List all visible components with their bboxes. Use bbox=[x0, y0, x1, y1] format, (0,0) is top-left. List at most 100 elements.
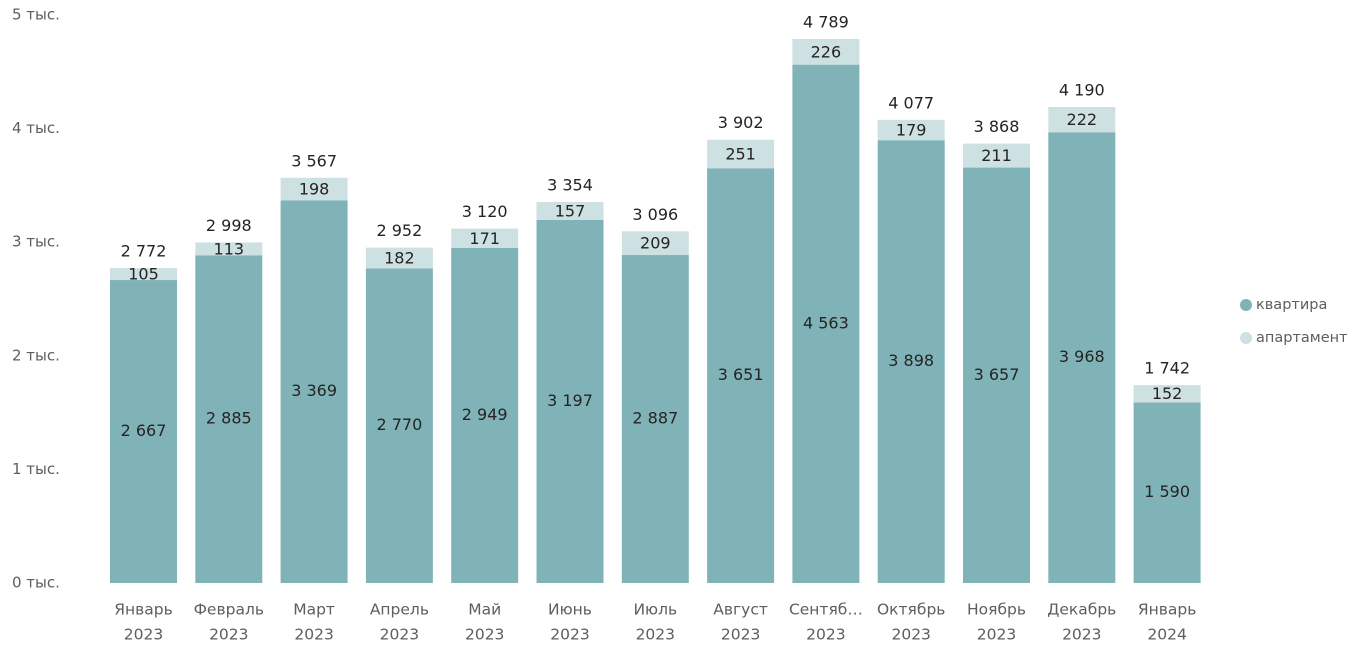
bar-apartament[interactable] bbox=[195, 242, 263, 256]
y-tick-label: 1 тыс. bbox=[12, 460, 60, 478]
data-label-kvartira: 2 949 bbox=[462, 405, 508, 424]
data-label-kvartira: 2 887 bbox=[632, 409, 678, 428]
bar-kvartira[interactable] bbox=[707, 168, 775, 583]
legend-marker-apartament bbox=[1240, 332, 1252, 344]
data-label-total: 2 998 bbox=[206, 216, 252, 235]
bar-kvartira[interactable] bbox=[536, 219, 604, 583]
bar-apartament[interactable] bbox=[536, 201, 604, 220]
data-label-kvartira: 2 885 bbox=[206, 409, 252, 428]
x-tick-label-month: Июль bbox=[633, 601, 677, 619]
data-label-apartament: 179 bbox=[896, 121, 927, 140]
bar-kvartira[interactable] bbox=[1133, 402, 1201, 583]
data-label-apartament: 171 bbox=[469, 229, 500, 248]
x-tick-label-year: 2023 bbox=[721, 626, 760, 644]
x-tick-label-month: Январь bbox=[114, 601, 173, 619]
data-label-total: 3 096 bbox=[632, 205, 678, 224]
data-label-total: 3 902 bbox=[718, 113, 764, 132]
data-label-total: 3 354 bbox=[547, 175, 593, 194]
data-label-total: 4 789 bbox=[803, 12, 849, 31]
x-tick-label-year: 2024 bbox=[1147, 626, 1186, 644]
data-label-apartament: 226 bbox=[811, 42, 842, 61]
x-tick-label-month: Октябрь bbox=[877, 601, 945, 619]
data-label-kvartira: 2 667 bbox=[121, 421, 167, 440]
legend-label-apartament: апартамент bbox=[1256, 330, 1348, 346]
data-label-kvartira: 3 968 bbox=[1059, 347, 1105, 366]
x-tick-label-year: 2023 bbox=[806, 626, 845, 644]
data-label-apartament: 182 bbox=[384, 248, 415, 267]
data-label-total: 3 567 bbox=[291, 151, 337, 170]
data-label-apartament: 157 bbox=[555, 201, 586, 220]
x-tick-label-year: 2023 bbox=[465, 626, 504, 644]
y-tick-label: 0 тыс. bbox=[12, 574, 60, 592]
x-tick-label-year: 2023 bbox=[380, 626, 419, 644]
x-tick-label-year: 2023 bbox=[209, 626, 248, 644]
x-tick-label-month: Август bbox=[713, 601, 768, 619]
x-tick-label-month: Февраль bbox=[194, 601, 264, 619]
data-label-kvartira: 3 197 bbox=[547, 391, 593, 410]
data-label-total: 4 077 bbox=[888, 93, 934, 112]
x-tick-label-month: Декабрь bbox=[1047, 601, 1116, 619]
bar-kvartira[interactable] bbox=[792, 64, 860, 584]
data-label-total: 2 772 bbox=[121, 242, 167, 261]
data-label-total: 2 952 bbox=[376, 221, 422, 240]
bar-apartament[interactable] bbox=[1048, 107, 1116, 133]
x-tick-label-year: 2023 bbox=[636, 626, 675, 644]
data-label-apartament: 222 bbox=[1067, 110, 1098, 129]
data-label-apartament: 211 bbox=[981, 146, 1012, 165]
bar-apartament[interactable] bbox=[110, 268, 177, 281]
x-tick-label-year: 2023 bbox=[1062, 626, 1101, 644]
data-label-apartament: 152 bbox=[1152, 384, 1183, 403]
data-label-kvartira: 2 770 bbox=[376, 415, 422, 434]
data-label-kvartira: 3 651 bbox=[718, 365, 764, 384]
bar-apartament[interactable] bbox=[451, 228, 519, 248]
x-tick-label-month: Март bbox=[293, 601, 335, 619]
bar-apartament[interactable] bbox=[621, 231, 689, 256]
y-tick-label: 5 тыс. bbox=[12, 6, 60, 24]
x-tick-label-month: Январь bbox=[1138, 601, 1197, 619]
data-label-kvartira: 3 657 bbox=[974, 365, 1020, 384]
x-tick-label-month: Апрель bbox=[370, 601, 429, 619]
x-tick-label-year: 2023 bbox=[891, 626, 930, 644]
x-tick-label-year: 2023 bbox=[294, 626, 333, 644]
y-tick-label: 3 тыс. bbox=[12, 233, 60, 251]
x-tick-label-year: 2023 bbox=[977, 626, 1016, 644]
bar-kvartira[interactable] bbox=[365, 268, 433, 583]
data-label-total: 3 120 bbox=[462, 202, 508, 221]
bar-apartament[interactable] bbox=[365, 247, 433, 269]
data-label-total: 3 868 bbox=[974, 117, 1020, 136]
bar-apartament[interactable] bbox=[707, 139, 775, 169]
bar-kvartira[interactable] bbox=[877, 140, 945, 583]
x-tick-label-month: Сентяб… bbox=[789, 601, 863, 619]
x-tick-label-month: Май bbox=[468, 601, 501, 619]
x-tick-label-month: Ноябрь bbox=[967, 601, 1026, 619]
data-label-kvartira: 3 369 bbox=[291, 381, 337, 400]
bar-apartament[interactable] bbox=[1133, 385, 1201, 403]
legend-marker-kvartira bbox=[1240, 299, 1252, 311]
data-label-kvartira: 3 898 bbox=[888, 351, 934, 370]
data-label-kvartira: 1 590 bbox=[1144, 482, 1190, 501]
bar-kvartira[interactable] bbox=[963, 167, 1030, 583]
bar-kvartira[interactable] bbox=[195, 255, 263, 583]
bar-apartament[interactable] bbox=[280, 177, 348, 201]
data-label-apartament: 113 bbox=[214, 239, 245, 258]
data-label-total: 4 190 bbox=[1059, 81, 1105, 100]
y-tick-label: 4 тыс. bbox=[12, 119, 60, 137]
y-tick-label: 2 тыс. bbox=[12, 346, 60, 364]
data-label-apartament: 251 bbox=[725, 144, 756, 163]
bar-kvartira[interactable] bbox=[1048, 132, 1116, 583]
x-tick-label-year: 2023 bbox=[550, 626, 589, 644]
bar-kvartira[interactable] bbox=[451, 247, 519, 584]
bar-kvartira[interactable] bbox=[280, 200, 348, 583]
data-label-apartament: 209 bbox=[640, 234, 671, 253]
legend-label-kvartira: квартира bbox=[1256, 297, 1327, 313]
x-tick-label-year: 2023 bbox=[124, 626, 163, 644]
bar-apartament[interactable] bbox=[792, 38, 860, 65]
bar-apartament[interactable] bbox=[963, 143, 1030, 168]
bar-apartament[interactable] bbox=[877, 119, 945, 141]
x-tick-label-month: Июнь bbox=[548, 601, 592, 619]
data-label-total: 1 742 bbox=[1144, 359, 1190, 378]
bar-kvartira[interactable] bbox=[110, 280, 177, 583]
bar-kvartira[interactable] bbox=[621, 255, 689, 583]
